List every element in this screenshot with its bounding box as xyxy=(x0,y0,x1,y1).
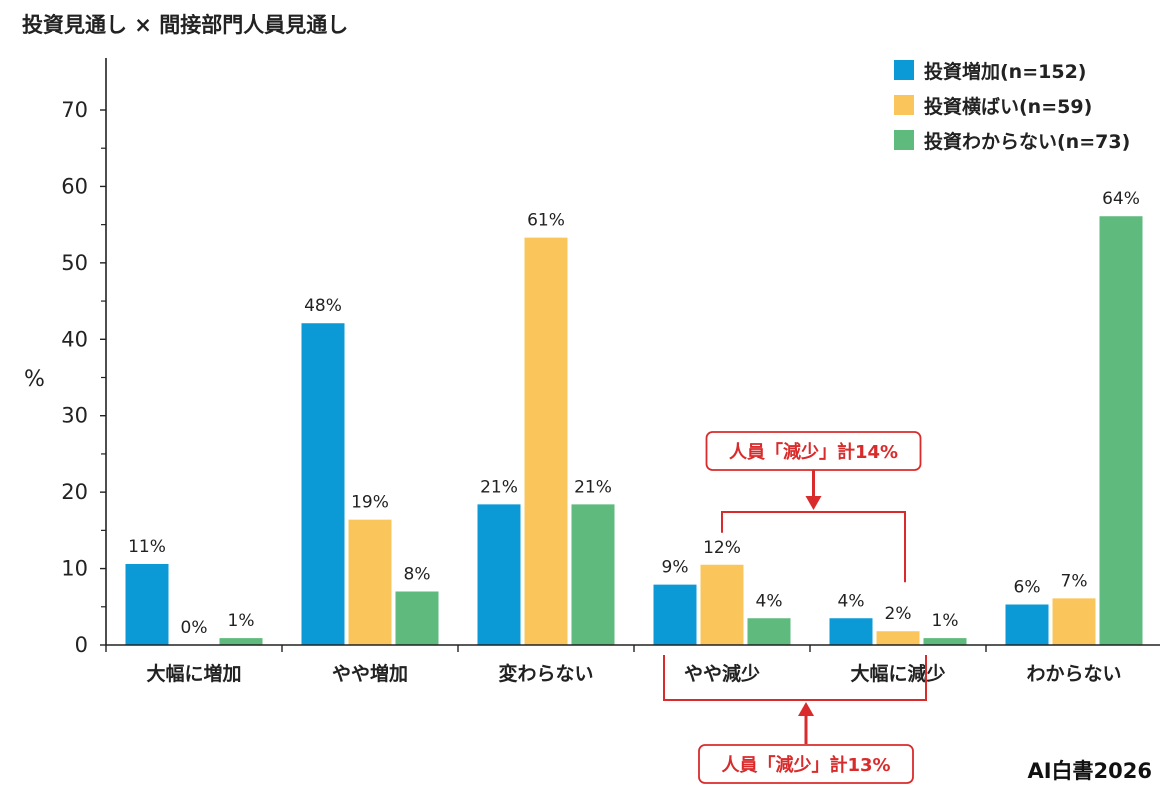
callout-arrow-head xyxy=(798,702,814,716)
callout-bracket-lower xyxy=(663,655,927,701)
y-tick-label: 20 xyxy=(61,480,88,504)
data-label: 6% xyxy=(1014,577,1041,597)
bar xyxy=(700,564,744,645)
x-category-label: わからない xyxy=(1026,663,1121,685)
x-axis: 大幅に増加 やや増加 変わらない やや減少 大幅に減少 わからない xyxy=(105,644,1160,685)
legend-swatch xyxy=(894,60,914,80)
y-tick-label: 40 xyxy=(61,327,88,351)
bar xyxy=(219,638,263,645)
bar xyxy=(747,618,791,645)
bar xyxy=(1099,216,1143,645)
data-labels: 11% 48% 21% 9% 4% 6% 0% 19% 61% 12% 2% 7% 1% 8% 21% 4% 1… xyxy=(128,189,1140,638)
y-tick-label: 0 xyxy=(75,633,88,657)
callout-arrow-head xyxy=(805,496,822,510)
annotations: 人員「減少」計14% 人員「減少」計13% xyxy=(663,431,927,784)
bar xyxy=(301,323,345,645)
bar xyxy=(348,519,392,645)
data-label: 64% xyxy=(1102,189,1140,209)
x-category-label: 変わらない xyxy=(498,662,593,685)
data-label: 0% xyxy=(181,618,208,638)
bar xyxy=(571,504,615,645)
legend-label: 投資わからない(n=73) xyxy=(924,130,1130,153)
y-axis-label: % xyxy=(24,367,45,392)
source-credit: AI白書2026 xyxy=(1027,759,1152,783)
data-label: 8% xyxy=(404,565,431,585)
x-category-label: やや減少 xyxy=(684,662,760,685)
data-label: 2% xyxy=(885,604,912,624)
data-label: 21% xyxy=(574,477,612,497)
x-category-label: やや増加 xyxy=(332,662,408,685)
data-label: 21% xyxy=(480,477,518,497)
y-tick-label: 60 xyxy=(61,174,88,198)
x-category-label: 大幅に増加 xyxy=(146,662,241,685)
callout-box xyxy=(698,744,914,784)
y-tick-label: 10 xyxy=(61,557,88,581)
bar xyxy=(653,584,697,645)
legend-swatch xyxy=(894,95,914,115)
bar xyxy=(477,504,521,645)
data-label: 1% xyxy=(932,611,959,631)
bar xyxy=(125,563,169,645)
legend-label: 投資横ばい(n=59) xyxy=(924,95,1092,118)
bar xyxy=(1005,604,1049,645)
y-tick-label: 30 xyxy=(61,404,88,428)
data-label: 19% xyxy=(351,493,389,513)
x-category-label: 大幅に減少 xyxy=(850,662,945,685)
bars xyxy=(125,216,1143,645)
bar xyxy=(395,591,439,645)
data-label: 61% xyxy=(527,211,565,231)
y-tick-label: 50 xyxy=(61,251,88,275)
data-label: 4% xyxy=(756,591,783,611)
bar xyxy=(524,237,568,645)
callout-bracket-upper xyxy=(721,511,906,583)
bar xyxy=(829,618,873,645)
legend-swatch xyxy=(894,130,914,150)
data-label: 48% xyxy=(304,296,342,316)
bar xyxy=(1052,598,1096,645)
data-label: 11% xyxy=(128,537,166,557)
bar xyxy=(876,631,920,645)
y-axis: 0 10 20 30 40 50 60 70 xyxy=(61,58,107,657)
callout-text: 人員「減少」計13% xyxy=(721,754,890,776)
bar xyxy=(923,638,967,645)
data-label: 4% xyxy=(838,591,865,611)
data-label: 7% xyxy=(1061,571,1088,591)
y-tick-label: 70 xyxy=(61,98,88,122)
data-label: 12% xyxy=(703,538,741,558)
data-label: 1% xyxy=(228,611,255,631)
data-label: 9% xyxy=(662,558,689,578)
chart-title: 投資見通し × 間接部門人員見通し xyxy=(22,13,348,37)
legend-label: 投資増加(n=152) xyxy=(924,60,1086,83)
callout-text: 人員「減少」計14% xyxy=(729,441,898,463)
legend: 投資増加(n=152) 投資横ばい(n=59) 投資わからない(n=73) xyxy=(894,60,1130,153)
